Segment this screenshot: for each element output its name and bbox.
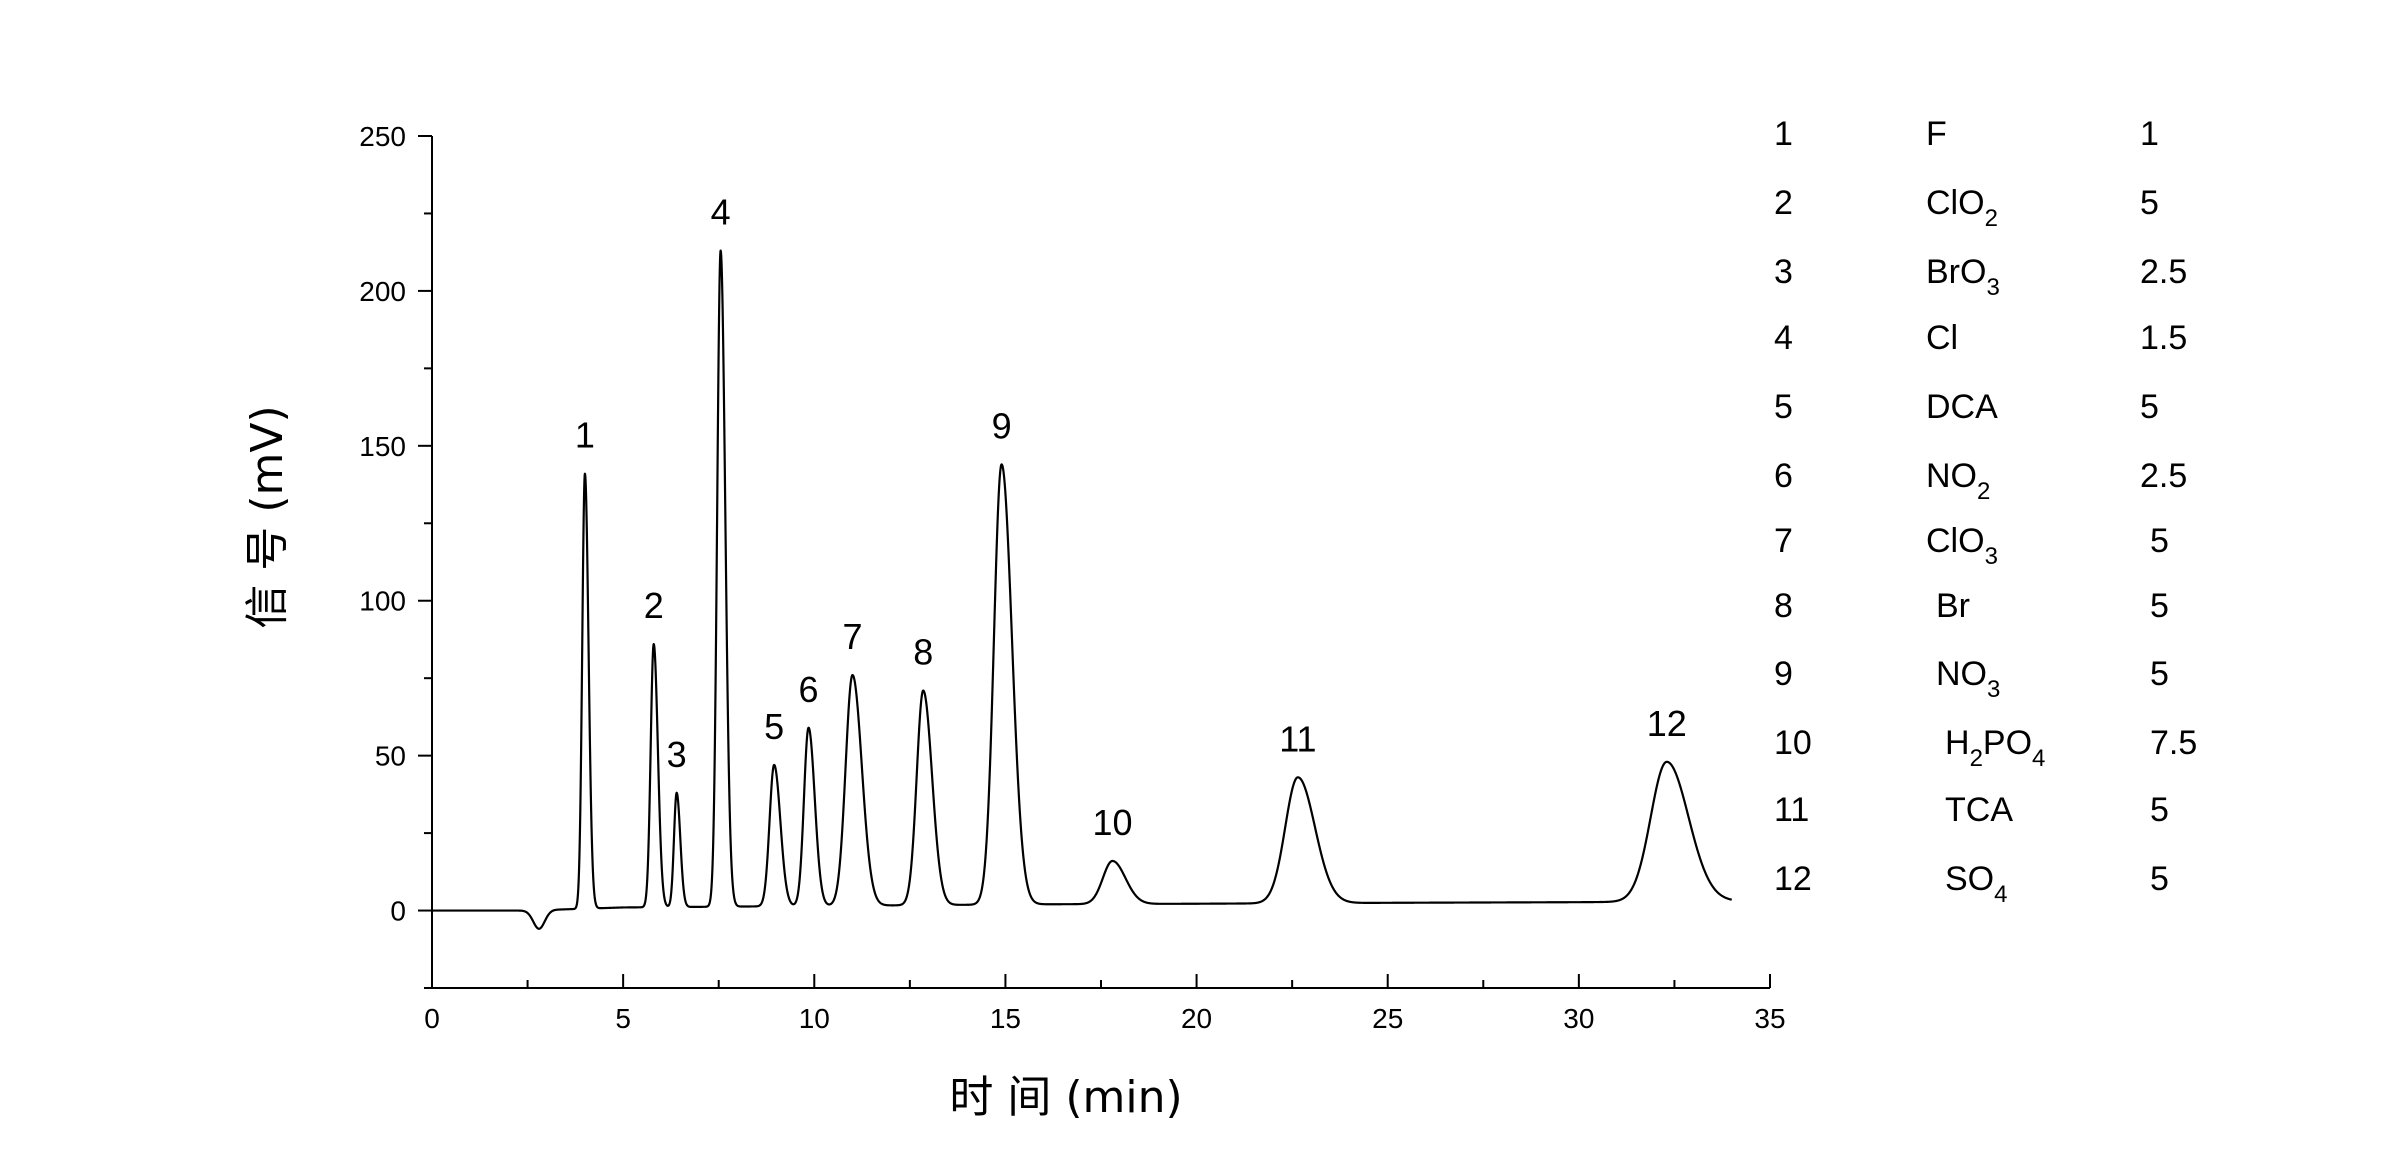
peak-label-10: 10 [1092, 802, 1132, 843]
x-tick-label: 10 [799, 1003, 830, 1034]
y-axis-title: 信 号 (mV) [242, 405, 293, 628]
legend-concentration: 1 [2140, 115, 2159, 153]
peak-label-1: 1 [575, 415, 595, 456]
peak-label-6: 6 [799, 669, 819, 710]
legend-number: 7 [1774, 522, 1793, 560]
legend-row: 7 ClO3 5 [1774, 522, 2169, 570]
legend-ion: NO3 [1936, 655, 2000, 703]
y-tick-label: 100 [359, 586, 406, 617]
legend-number: 10 [1774, 724, 1812, 762]
legend-concentration: 5 [2140, 388, 2159, 426]
y-tick-label: 250 [359, 121, 406, 152]
peak-label-2: 2 [644, 585, 664, 626]
x-tick-label: 20 [1181, 1003, 1212, 1034]
legend-ion: H2PO4 [1945, 724, 2045, 772]
legend-ion: BrO3 [1926, 253, 2000, 301]
legend-row: 4 Cl 1.5 [1774, 319, 2187, 357]
x-tick-label: 35 [1754, 1003, 1785, 1034]
legend-ion: SO4 [1945, 860, 2007, 908]
legend-row: 5 DCA 5 [1774, 388, 2159, 426]
legend-number: 1 [1774, 115, 1793, 153]
legend-row: 9 NO3 5 [1774, 655, 2169, 703]
x-tick-label: 15 [990, 1003, 1021, 1034]
legend-number: 5 [1774, 388, 1793, 426]
x-tick-label: 0 [424, 1003, 440, 1034]
legend-ion: DCA [1926, 388, 1998, 426]
legend-concentration: 5 [2150, 522, 2169, 560]
plot-area [431, 249, 1733, 930]
legend-row: 3 BrO3 2.5 [1774, 253, 2187, 301]
peak-label-7: 7 [842, 616, 862, 657]
legend-ion: ClO3 [1926, 522, 1998, 570]
legend-row: 11 TCA 5 [1774, 791, 2169, 829]
legend-concentration: 5 [2150, 587, 2169, 625]
legend-ion: Br [1936, 587, 1970, 625]
legend-concentration: 5 [2140, 184, 2159, 222]
peak-label-8: 8 [913, 632, 933, 673]
legend-number: 4 [1774, 319, 1793, 357]
legend-row: 8 Br 5 [1774, 587, 2169, 625]
y-tick-label: 200 [359, 276, 406, 307]
legend-table: 1 F 12 ClO2 53 BrO3 2.54 Cl 1.55 DCA 56 NO2 2.57 ClO3… [1774, 115, 2197, 908]
signal-trace [431, 249, 1733, 930]
legend-concentration: 7.5 [2150, 724, 2197, 762]
legend-ion: F [1926, 115, 1947, 153]
peak-label-3: 3 [667, 734, 687, 775]
x-tick-label: 5 [615, 1003, 631, 1034]
peak-label-12: 12 [1647, 703, 1687, 744]
legend-number: 6 [1774, 457, 1793, 495]
peak-label-9: 9 [992, 405, 1012, 446]
peak-label-11: 11 [1279, 718, 1316, 759]
legend-concentration: 2.5 [2140, 253, 2187, 291]
legend-row: 12 SO4 5 [1774, 860, 2169, 908]
peak-label-4: 4 [711, 192, 731, 233]
legend-number: 8 [1774, 587, 1793, 625]
legend-row: 6 NO2 2.5 [1774, 457, 2187, 505]
legend-ion: Cl [1926, 319, 1958, 357]
x-tick-label: 30 [1563, 1003, 1594, 1034]
legend-number: 12 [1774, 860, 1812, 898]
legend-concentration: 5 [2150, 860, 2169, 898]
axes [431, 136, 1770, 989]
legend-ion: NO2 [1926, 457, 1990, 505]
legend-number: 2 [1774, 184, 1793, 222]
legend-number: 11 [1774, 791, 1809, 829]
legend-ion: ClO2 [1926, 184, 1998, 232]
y-tick-label: 0 [390, 896, 406, 927]
legend-number: 3 [1774, 253, 1793, 291]
peak-label-5: 5 [764, 706, 784, 747]
y-tick-label: 150 [359, 431, 406, 462]
legend-concentration: 1.5 [2140, 319, 2187, 357]
legend-row: 2 ClO2 5 [1774, 184, 2159, 232]
x-tick-label: 25 [1372, 1003, 1403, 1034]
legend-concentration: 5 [2150, 655, 2169, 693]
legend-concentration: 2.5 [2140, 457, 2187, 495]
legend-concentration: 5 [2150, 791, 2169, 829]
legend-row: 1 F 1 [1774, 115, 2159, 153]
x-axis-title: 时 间 (min) [949, 1072, 1182, 1123]
legend-number: 9 [1774, 655, 1793, 693]
y-tick-label: 50 [375, 741, 406, 772]
legend-ion: TCA [1945, 791, 2013, 829]
legend-row: 10 H2PO4 7.5 [1774, 724, 2197, 772]
